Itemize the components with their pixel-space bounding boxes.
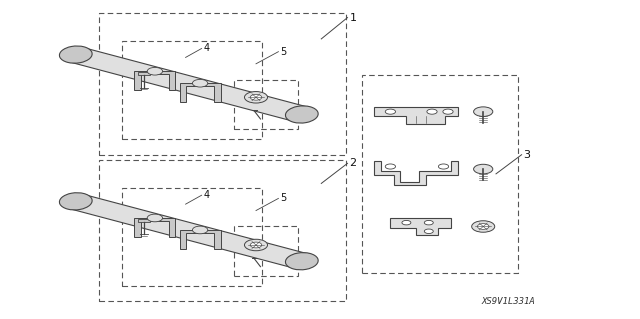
Polygon shape: [374, 161, 458, 185]
Ellipse shape: [285, 253, 318, 270]
Circle shape: [474, 107, 493, 116]
Circle shape: [474, 164, 493, 174]
Circle shape: [472, 221, 495, 232]
Circle shape: [147, 214, 163, 222]
Circle shape: [193, 226, 208, 234]
Circle shape: [250, 94, 262, 100]
Text: 1: 1: [349, 12, 356, 23]
Circle shape: [193, 79, 208, 87]
Polygon shape: [180, 230, 221, 249]
Polygon shape: [390, 218, 451, 235]
Polygon shape: [134, 71, 175, 90]
Ellipse shape: [285, 106, 318, 123]
Polygon shape: [68, 48, 309, 122]
Circle shape: [250, 242, 262, 248]
Ellipse shape: [60, 46, 92, 63]
Ellipse shape: [60, 193, 92, 210]
Circle shape: [147, 67, 163, 75]
Text: 2: 2: [349, 158, 356, 168]
Polygon shape: [138, 72, 150, 75]
Polygon shape: [138, 219, 150, 222]
Circle shape: [443, 109, 453, 114]
Polygon shape: [374, 107, 458, 124]
Circle shape: [385, 164, 396, 169]
Circle shape: [438, 164, 449, 169]
Circle shape: [244, 92, 268, 103]
Text: 4: 4: [204, 43, 210, 54]
Text: 4: 4: [204, 190, 210, 200]
Circle shape: [402, 220, 411, 225]
Text: 5: 5: [280, 193, 287, 204]
Text: XS9V1L331A: XS9V1L331A: [482, 297, 536, 306]
Text: 3: 3: [524, 150, 531, 160]
Text: 5: 5: [280, 47, 287, 57]
Circle shape: [477, 224, 489, 229]
Circle shape: [427, 109, 437, 114]
Polygon shape: [134, 218, 175, 237]
Circle shape: [424, 229, 433, 234]
Polygon shape: [180, 83, 221, 102]
Circle shape: [385, 109, 396, 114]
Polygon shape: [68, 194, 309, 268]
Circle shape: [244, 239, 268, 251]
Circle shape: [424, 220, 433, 225]
